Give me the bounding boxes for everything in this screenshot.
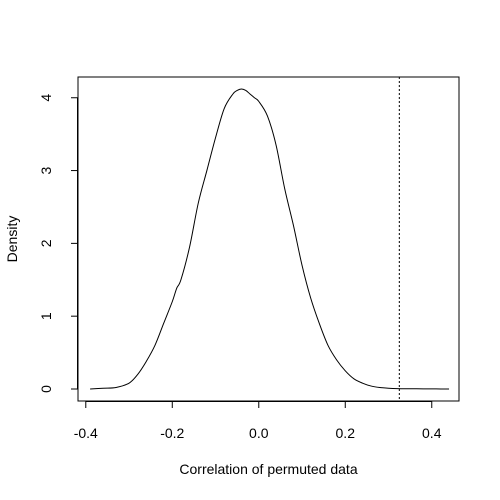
plot-frame [77, 76, 460, 402]
y-axis-label: Density [4, 216, 20, 263]
x-tick-label: 0.0 [249, 425, 269, 441]
y-tick-label: 0 [38, 385, 54, 393]
x-tick-label: -0.4 [74, 425, 98, 441]
density-curve [90, 88, 450, 390]
x-axis: -0.4 -0.2 0.0 0.2 0.4 [74, 401, 442, 441]
y-tick-label: 4 [38, 94, 54, 102]
y-tick-label: 2 [38, 239, 54, 247]
x-tick-label: 0.4 [422, 425, 442, 441]
x-axis-label: Correlation of permuted data [179, 461, 357, 477]
x-tick-label: -0.2 [160, 425, 184, 441]
y-tick-label: 1 [38, 312, 54, 320]
x-tick-label: 0.2 [336, 425, 356, 441]
y-tick-label: 3 [38, 166, 54, 174]
y-axis: 0 1 2 3 4 [38, 94, 78, 393]
